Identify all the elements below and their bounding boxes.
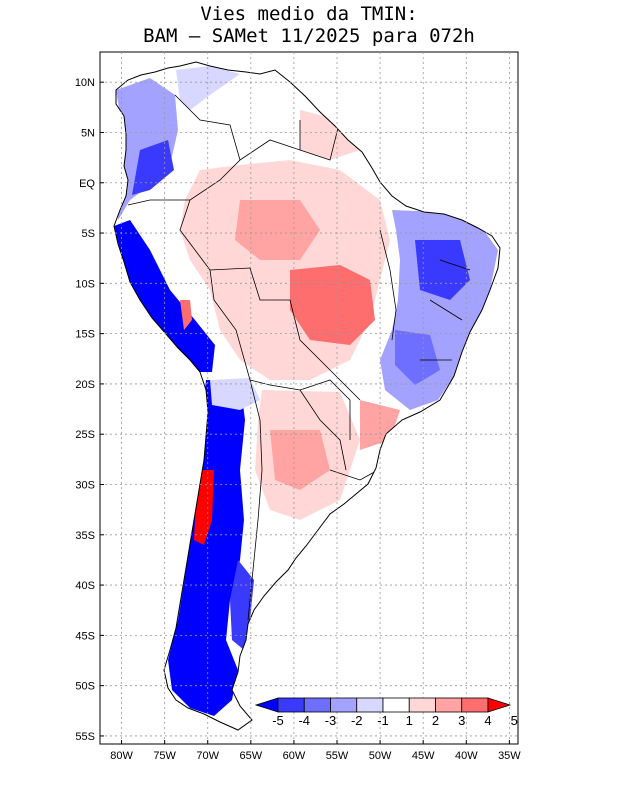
lat-label: 30S [75,480,95,492]
colorbar-label: 4 [484,713,491,728]
bias-region-nordeste-core [415,240,470,300]
bias-region-altiplano [210,378,260,410]
colorbar-segment [461,697,489,713]
colorbar-label: -2 [351,713,363,728]
lon-label: 70W [196,750,219,762]
colorbar-segment [277,697,305,713]
lat-label: 45S [75,630,95,642]
colorbar-label: -3 [325,713,337,728]
lon-label: 65W [240,750,263,762]
bias-region-peru-coast [114,220,215,372]
bias-region-mato-grosso [290,265,375,345]
lon-label: 35W [498,750,521,762]
lon-label: 45W [412,750,435,762]
lon-label: 80W [110,750,133,762]
lat-label: EQ [79,178,95,190]
bias-region-chaco [270,430,330,490]
colorbar-label: -4 [298,713,310,728]
longitude-labels: 80W 75W 70W 65W 60W 55W 50W 45W 40W 35W [110,740,521,762]
graticule [100,52,518,744]
colorbar-label: 1 [406,713,413,728]
map-title-line1: Vies medio da TMIN: [200,3,418,25]
colorbar-segment [330,697,358,713]
colorbar-segment [303,697,331,713]
lat-label: 35S [75,530,95,542]
colorbar-segment [382,697,410,713]
bias-region-peru-warm [180,300,192,330]
colorbar-label: -1 [377,713,389,728]
latitude-labels: 10N 5N EQ 5S 10S 15S 20S 25S 30S 35S 40S 45S 50S 55S [75,77,104,743]
colorbar-label: 3 [458,713,465,728]
lat-label: 15S [75,329,95,341]
colorbar-segment [408,697,436,713]
lat-label: 25S [75,429,95,441]
bias-region-amazon-core [235,200,320,260]
lon-label: 75W [153,750,176,762]
colorbar-label: 5 [511,713,518,728]
lat-label: 55S [75,731,95,743]
bias-region-guianas [300,110,360,160]
lat-label: 10N [75,77,95,89]
lat-label: 5S [82,228,95,240]
bias-region-chile-argentina-andes [168,380,245,716]
colorbar-label: 2 [432,713,439,728]
lon-label: 55W [326,750,349,762]
colorbar-label: -5 [272,713,284,728]
lat-label: 50S [75,681,95,693]
colorbar-arrow-high [487,697,512,713]
bias-region-colombia-andes [132,140,174,195]
colorbar-segment [356,697,384,713]
lon-label: 50W [369,750,392,762]
bias-region-minas [395,330,440,385]
lat-label: 20S [75,379,95,391]
lat-label: 40S [75,580,95,592]
colorbar: -5 -4 -3 -2 -1 1 2 3 4 5 [254,697,518,728]
lon-label: 40W [455,750,478,762]
lon-label: 60W [283,750,306,762]
map-title-line2: BAM – SAMet 11/2025 para 072h [143,25,475,47]
lat-label: 10S [75,278,95,290]
lat-label: 5N [81,127,95,139]
colorbar-segment [435,697,463,713]
